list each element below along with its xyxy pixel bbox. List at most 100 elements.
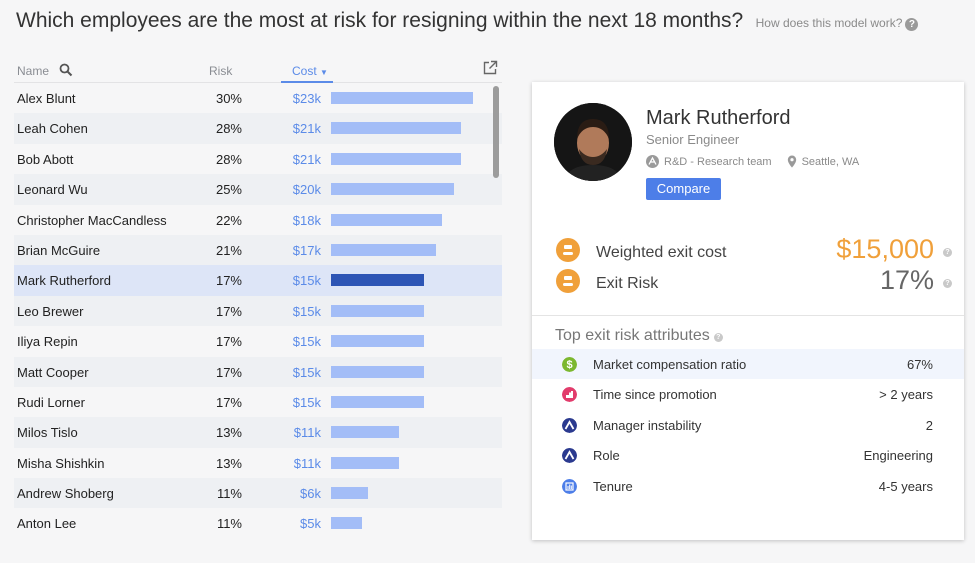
employee-meta: R&D - Research team Seattle, WA xyxy=(646,155,859,168)
table-header: Name Risk Cost ▼ xyxy=(14,55,502,83)
attribute-label: Manager instability xyxy=(593,417,702,433)
risk-cell: 13% xyxy=(215,455,242,471)
cost-bar xyxy=(331,487,369,500)
info-icon[interactable]: ? xyxy=(943,248,952,257)
attribute-value: 67% xyxy=(906,357,933,372)
cost-cell: $6k xyxy=(300,486,321,502)
table-row[interactable]: Leonard Wu 25% $20k xyxy=(14,174,502,205)
table-row[interactable]: Christopher MacCandless 22% $18k xyxy=(14,205,502,235)
compare-button[interactable]: Compare xyxy=(646,178,721,200)
attribute-row[interactable]: Role Engineering xyxy=(532,440,964,470)
cost-header-label: Cost xyxy=(292,64,317,78)
employee-name-cell: Andrew Shoberg xyxy=(17,486,114,502)
search-icon[interactable] xyxy=(59,63,73,77)
cost-cell: $15k xyxy=(292,334,321,350)
cost-cell: $15k xyxy=(292,364,321,380)
table-body: Alex Blunt 30% $23k Leah Cohen 28% $21k Bob Ab… xyxy=(14,83,502,539)
attribute-row[interactable]: $ Market compensation ratio 67% xyxy=(532,349,964,380)
cost-bar xyxy=(331,456,399,469)
location: Seattle, WA xyxy=(787,155,860,168)
table-row[interactable]: Bob Abott 28% $21k xyxy=(14,144,502,174)
cost-bar xyxy=(331,92,473,104)
risk-cell: 28% xyxy=(215,151,242,167)
manager-icon xyxy=(562,417,577,433)
cost-bar xyxy=(331,122,461,135)
attributes-list: $ Market compensation ratio 67% Time since … xyxy=(532,349,964,501)
employee-name-cell: Leo Brewer xyxy=(17,303,84,319)
risk-cell: 21% xyxy=(215,242,242,258)
attribute-label: Time since promotion xyxy=(593,387,717,403)
cost-cell: $17k xyxy=(292,242,321,258)
attribute-row[interactable]: Time since promotion > 2 years xyxy=(532,379,964,409)
table-row[interactable]: Brian McGuire 21% $17k xyxy=(14,234,502,266)
risk-cell: 11% xyxy=(216,516,242,532)
employee-detail-card: Mark Rutherford Senior Engineer R&D - Re… xyxy=(532,82,964,540)
exit-risk-label: Exit Risk xyxy=(596,275,659,292)
external-link-icon[interactable] xyxy=(482,60,498,76)
table-row[interactable]: Misha Shishkin 13% $11k xyxy=(14,448,502,478)
cost-cell: $21k xyxy=(292,121,321,137)
table-row[interactable]: Alex Blunt 30% $23k xyxy=(14,83,502,113)
employee-name: Mark Rutherford xyxy=(646,107,791,129)
cost-bar xyxy=(331,243,436,256)
team-icon xyxy=(646,155,659,168)
weighted-exit-cost-value: $15,000 xyxy=(836,234,934,264)
cost-bar xyxy=(331,517,362,530)
employee-name-cell: Leah Cohen xyxy=(17,121,88,137)
face-icon xyxy=(556,238,580,262)
employee-location: Seattle, WA xyxy=(801,155,860,168)
exit-risk-value: 17% xyxy=(879,265,934,295)
attribute-label: Role xyxy=(593,448,620,464)
table-row[interactable]: Andrew Shoberg 11% $6k xyxy=(14,478,502,509)
employee-name-cell: Misha Shishkin xyxy=(17,455,105,471)
attribute-value: 2 xyxy=(925,417,933,433)
scrollbar[interactable] xyxy=(493,86,499,178)
employee-team: R&D - Research team xyxy=(664,155,772,168)
table-row[interactable]: Anton Lee 11% $5k xyxy=(14,508,502,538)
help-icon[interactable]: ? xyxy=(905,18,919,31)
cost-bar xyxy=(331,426,399,439)
employee-name-cell: Milos Tislo xyxy=(17,425,78,441)
risk-cell: 25% xyxy=(215,182,242,198)
table-row[interactable]: Leah Cohen 28% $21k xyxy=(14,113,502,144)
table-row[interactable]: Iliya Repin 17% $15k xyxy=(14,326,502,356)
attributes-title: Top exit risk attributes? xyxy=(555,327,723,345)
attribute-value: Engineering xyxy=(863,448,933,464)
info-icon[interactable]: ? xyxy=(713,333,723,342)
employee-title: Senior Engineer xyxy=(646,132,740,147)
role-icon xyxy=(562,448,577,464)
question-text: Which employees are the most at risk for… xyxy=(16,9,744,32)
attribute-row[interactable]: Manager instability 2 xyxy=(532,410,964,440)
employee-name-cell: Iliya Repin xyxy=(17,334,78,350)
avatar xyxy=(554,103,632,181)
cost-cell: $23k xyxy=(292,91,321,106)
attribute-value: 4-5 years xyxy=(878,478,933,494)
table-row[interactable]: Mark Rutherford 17% $15k xyxy=(14,265,502,296)
cost-bar xyxy=(331,274,424,287)
attribute-label: Tenure xyxy=(593,478,633,494)
table-row[interactable]: Leo Brewer 17% $15k xyxy=(14,295,502,327)
table-row[interactable]: Matt Cooper 17% $15k xyxy=(14,356,502,387)
table-row[interactable]: Rudi Lorner 17% $15k xyxy=(14,387,502,417)
cost-bar xyxy=(331,365,424,378)
weighted-exit-cost: Weighted exit cost $15,000 ? xyxy=(556,234,954,266)
cost-bar xyxy=(331,335,424,348)
risk-cell: 17% xyxy=(215,334,242,350)
column-header-risk[interactable]: Risk xyxy=(209,64,233,78)
location-pin-icon xyxy=(787,155,796,168)
employee-name-cell: Mark Rutherford xyxy=(17,273,111,289)
column-header-name[interactable]: Name xyxy=(17,64,50,78)
risk-cell: 17% xyxy=(215,394,242,410)
cost-cell: $21k xyxy=(292,151,321,167)
help-link-label: How does this model work? xyxy=(755,16,903,30)
risk-cell: 30% xyxy=(215,91,242,106)
table-row[interactable]: Milos Tislo 13% $11k xyxy=(14,417,502,448)
help-link[interactable]: How does this model work?? xyxy=(755,16,919,31)
attribute-label: Market compensation ratio xyxy=(593,357,747,372)
cost-bar xyxy=(331,152,461,165)
attribute-row[interactable]: Tenure 4-5 years xyxy=(532,471,964,501)
column-header-cost[interactable]: Cost ▼ xyxy=(281,64,333,83)
info-icon[interactable]: ? xyxy=(943,279,952,288)
weighted-exit-cost-label: Weighted exit cost xyxy=(596,244,727,261)
svg-text:$: $ xyxy=(566,359,572,371)
